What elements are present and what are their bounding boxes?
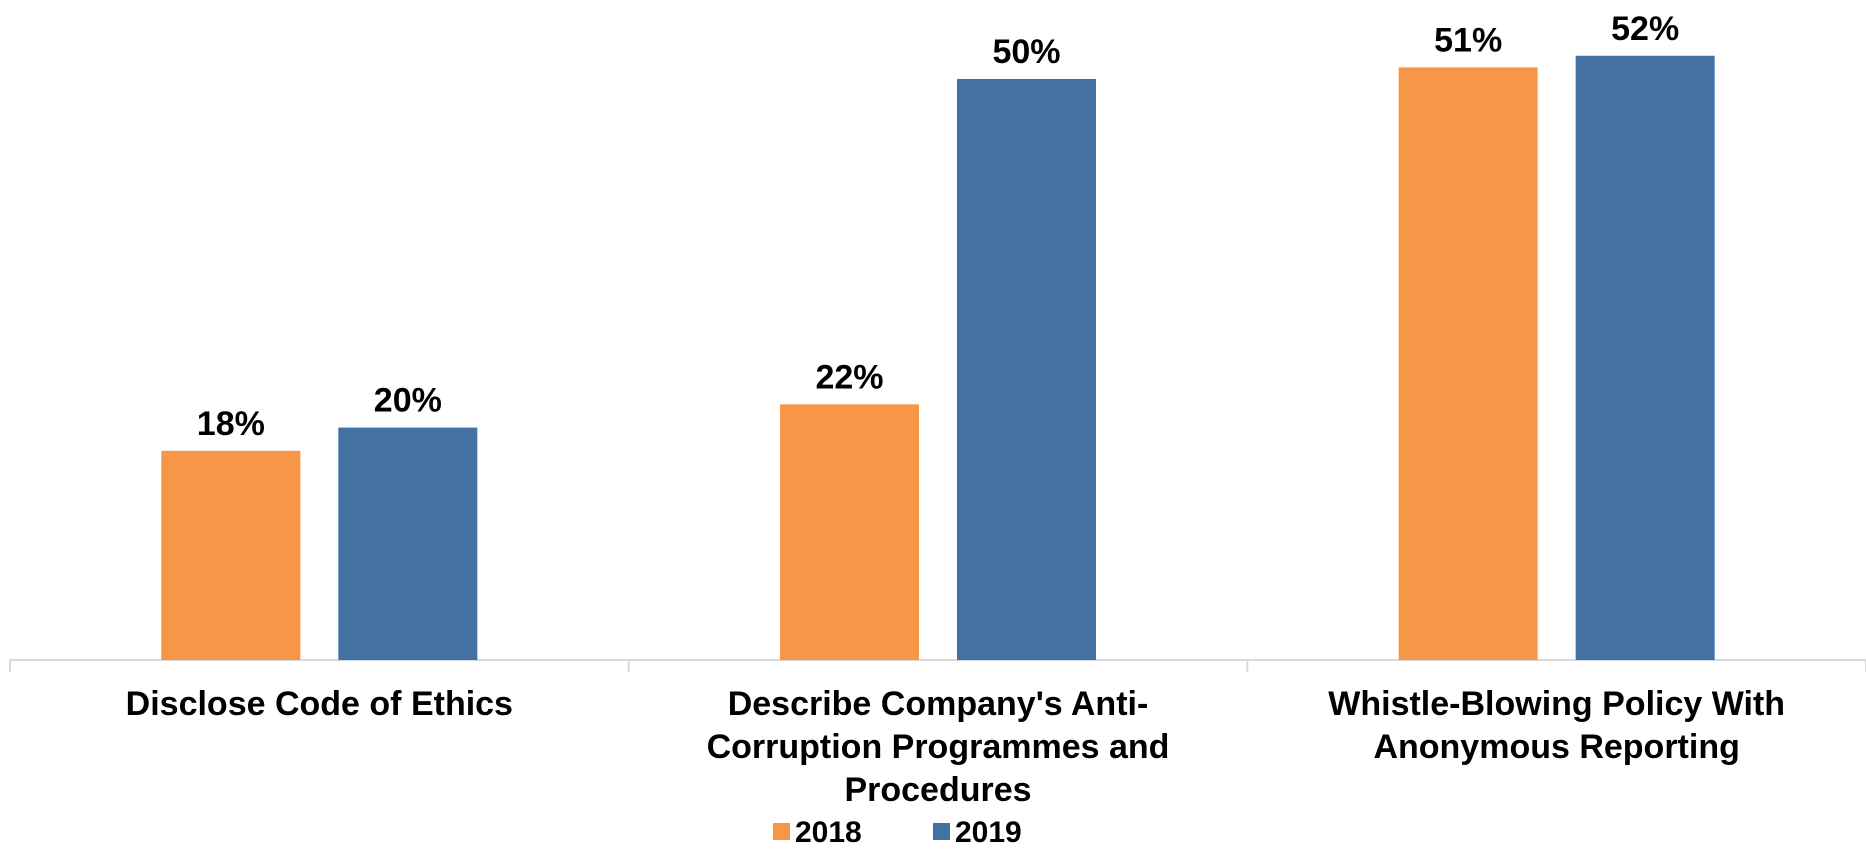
category-label-line: Anonymous Reporting (1373, 728, 1739, 766)
legend-swatch-2018 (773, 823, 790, 840)
category-label-2: Whistle-Blowing Policy With Anonymous Rep… (1328, 685, 1785, 766)
bar-2019-2 (1575, 55, 1715, 660)
category-label-line: Corruption Programmes and (707, 728, 1170, 766)
bar-2019-1 (957, 79, 1096, 660)
data-labels: 18% 20% 22% 50% 51% 52% (197, 10, 1679, 443)
data-label-2019-1: 50% (992, 33, 1060, 71)
data-label-2018-2: 51% (1434, 21, 1502, 59)
bars (161, 55, 1715, 660)
legend-label-2018: 2018 (795, 816, 862, 849)
data-label-2018-0: 18% (197, 405, 265, 443)
category-label-line: Describe Company's Anti- (728, 685, 1149, 723)
bar-2018-1 (780, 404, 919, 660)
bar-2019-0 (338, 427, 478, 660)
category-label-line: Disclose Code of Ethics (126, 685, 513, 723)
category-label-line: Whistle-Blowing Policy With (1328, 685, 1785, 723)
category-label-1: Describe Company's Anti- Corruption Progr… (707, 685, 1170, 809)
data-label-2018-1: 22% (815, 358, 883, 396)
category-label-line: Procedures (844, 771, 1031, 809)
data-label-2019-2: 52% (1611, 10, 1679, 48)
bar-2018-0 (161, 450, 301, 660)
data-label-2019-0: 20% (374, 382, 442, 420)
legend-swatch-2019 (933, 823, 950, 840)
category-label-0: Disclose Code of Ethics (126, 685, 513, 723)
x-axis (9, 659, 1866, 672)
legend-label-2019: 2019 (955, 816, 1022, 849)
legend: 2018 2019 (773, 816, 1022, 849)
category-labels: Disclose Code of Ethics Describe Company'… (126, 685, 1785, 809)
bar-2018-2 (1398, 67, 1538, 660)
